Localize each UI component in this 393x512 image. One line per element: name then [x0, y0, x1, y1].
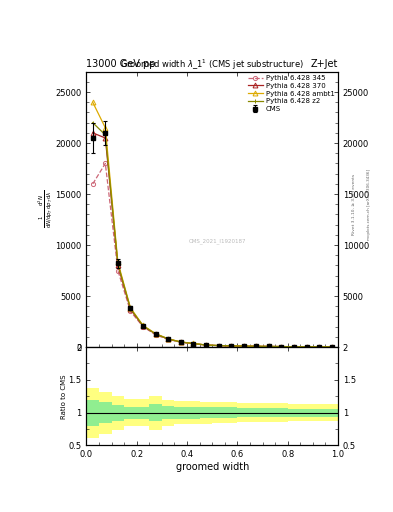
Pythia 6.428 370 — [128, 306, 133, 312]
Legend: Pythia 6.428 345, Pythia 6.428 370, Pythia 6.428 ambt1, Pythia 6.428 z2, CMS: Pythia 6.428 345, Pythia 6.428 370, Pyth… — [246, 74, 336, 114]
Text: 13000 GeV pp: 13000 GeV pp — [86, 59, 156, 69]
Pythia 6.428 ambt1 — [178, 339, 183, 345]
Pythia 6.428 z2 — [103, 132, 108, 138]
Pythia 6.428 ambt1 — [279, 344, 284, 350]
Pythia 6.428 370 — [178, 339, 183, 345]
Pythia 6.428 ambt1 — [141, 323, 145, 329]
Text: Z+Jet: Z+Jet — [310, 59, 338, 69]
Pythia 6.428 z2 — [216, 343, 221, 349]
Pythia 6.428 ambt1 — [266, 344, 271, 350]
Pythia 6.428 370 — [292, 344, 296, 350]
Pythia 6.428 345 — [304, 344, 309, 350]
Pythia 6.428 ambt1 — [304, 344, 309, 350]
Pythia 6.428 370 — [279, 344, 284, 350]
Pythia 6.428 370 — [329, 344, 334, 350]
Line: Pythia 6.428 ambt1: Pythia 6.428 ambt1 — [90, 100, 334, 349]
Pythia 6.428 ambt1 — [128, 305, 133, 311]
Pythia 6.428 345 — [241, 343, 246, 349]
Pythia 6.428 345 — [254, 343, 259, 349]
Y-axis label: $\frac{1}{\mathrm{d}N/\mathrm{d}p_T}\frac{\mathrm{d}^2N}{\mathrm{d}p_T\,\mathrm{: $\frac{1}{\mathrm{d}N/\mathrm{d}p_T}\fra… — [36, 190, 54, 228]
Pythia 6.428 z2 — [329, 344, 334, 350]
Pythia 6.428 ambt1 — [90, 99, 95, 105]
Pythia 6.428 370 — [266, 344, 271, 350]
Pythia 6.428 ambt1 — [103, 125, 108, 131]
Line: Pythia 6.428 370: Pythia 6.428 370 — [90, 131, 334, 349]
Pythia 6.428 z2 — [141, 323, 145, 329]
Pythia 6.428 370 — [317, 344, 321, 350]
Pythia 6.428 370 — [304, 344, 309, 350]
Pythia 6.428 ambt1 — [204, 342, 208, 348]
Pythia 6.428 ambt1 — [153, 331, 158, 337]
Pythia 6.428 370 — [116, 263, 120, 269]
Text: Rivet 3.1.10, ≥ 3.3M events: Rivet 3.1.10, ≥ 3.3M events — [352, 174, 356, 236]
Pythia 6.428 z2 — [279, 344, 284, 350]
Line: Pythia 6.428 z2: Pythia 6.428 z2 — [91, 121, 334, 349]
Pythia 6.428 ambt1 — [317, 344, 321, 350]
Title: Groomed width $\lambda\_1^1$ (CMS jet substructure): Groomed width $\lambda\_1^1$ (CMS jet su… — [120, 57, 304, 72]
Pythia 6.428 345 — [279, 344, 284, 350]
Pythia 6.428 z2 — [317, 344, 321, 350]
Pythia 6.428 345 — [166, 336, 171, 343]
Pythia 6.428 z2 — [90, 120, 95, 126]
Pythia 6.428 370 — [204, 342, 208, 348]
Pythia 6.428 z2 — [166, 336, 171, 342]
Pythia 6.428 345 — [292, 344, 296, 350]
Pythia 6.428 ambt1 — [216, 343, 221, 349]
Pythia 6.428 345 — [229, 343, 233, 349]
Pythia 6.428 ambt1 — [229, 343, 233, 349]
Pythia 6.428 345 — [204, 342, 208, 348]
Pythia 6.428 345 — [317, 344, 321, 350]
Pythia 6.428 ambt1 — [116, 260, 120, 266]
Pythia 6.428 z2 — [178, 339, 183, 345]
Pythia 6.428 345 — [116, 267, 120, 273]
Pythia 6.428 345 — [128, 308, 133, 314]
Pythia 6.428 345 — [178, 339, 183, 345]
Text: CMS_2021_I1920187: CMS_2021_I1920187 — [189, 239, 246, 244]
Pythia 6.428 z2 — [254, 343, 259, 349]
Pythia 6.428 z2 — [241, 343, 246, 349]
Pythia 6.428 370 — [241, 343, 246, 349]
Text: mcplots.cern.ch [arXiv:1306.3436]: mcplots.cern.ch [arXiv:1306.3436] — [367, 169, 371, 240]
Pythia 6.428 z2 — [266, 344, 271, 350]
Pythia 6.428 z2 — [116, 261, 120, 267]
Y-axis label: Ratio to CMS: Ratio to CMS — [61, 374, 67, 418]
Pythia 6.428 370 — [103, 135, 108, 141]
Pythia 6.428 z2 — [128, 306, 133, 312]
Pythia 6.428 345 — [90, 181, 95, 187]
Pythia 6.428 ambt1 — [329, 344, 334, 350]
Pythia 6.428 370 — [166, 336, 171, 342]
Pythia 6.428 370 — [141, 323, 145, 329]
Line: Pythia 6.428 345: Pythia 6.428 345 — [91, 161, 334, 349]
Pythia 6.428 345 — [266, 344, 271, 350]
Pythia 6.428 345 — [153, 332, 158, 338]
Pythia 6.428 370 — [229, 343, 233, 349]
Pythia 6.428 z2 — [229, 343, 233, 349]
Pythia 6.428 z2 — [153, 331, 158, 337]
Pythia 6.428 ambt1 — [292, 344, 296, 350]
Pythia 6.428 345 — [329, 344, 334, 350]
Pythia 6.428 345 — [103, 160, 108, 166]
Pythia 6.428 370 — [254, 343, 259, 349]
Pythia 6.428 370 — [90, 130, 95, 136]
Pythia 6.428 z2 — [292, 344, 296, 350]
Pythia 6.428 z2 — [204, 342, 208, 348]
Pythia 6.428 345 — [141, 324, 145, 330]
Pythia 6.428 ambt1 — [241, 343, 246, 349]
Pythia 6.428 z2 — [304, 344, 309, 350]
Pythia 6.428 345 — [191, 340, 196, 347]
Pythia 6.428 370 — [153, 331, 158, 337]
Pythia 6.428 ambt1 — [191, 340, 196, 347]
Pythia 6.428 370 — [216, 343, 221, 349]
Pythia 6.428 z2 — [191, 340, 196, 347]
Pythia 6.428 ambt1 — [166, 336, 171, 342]
Pythia 6.428 345 — [216, 343, 221, 349]
X-axis label: groomed width: groomed width — [176, 462, 249, 472]
Pythia 6.428 ambt1 — [254, 343, 259, 349]
Pythia 6.428 370 — [191, 340, 196, 347]
